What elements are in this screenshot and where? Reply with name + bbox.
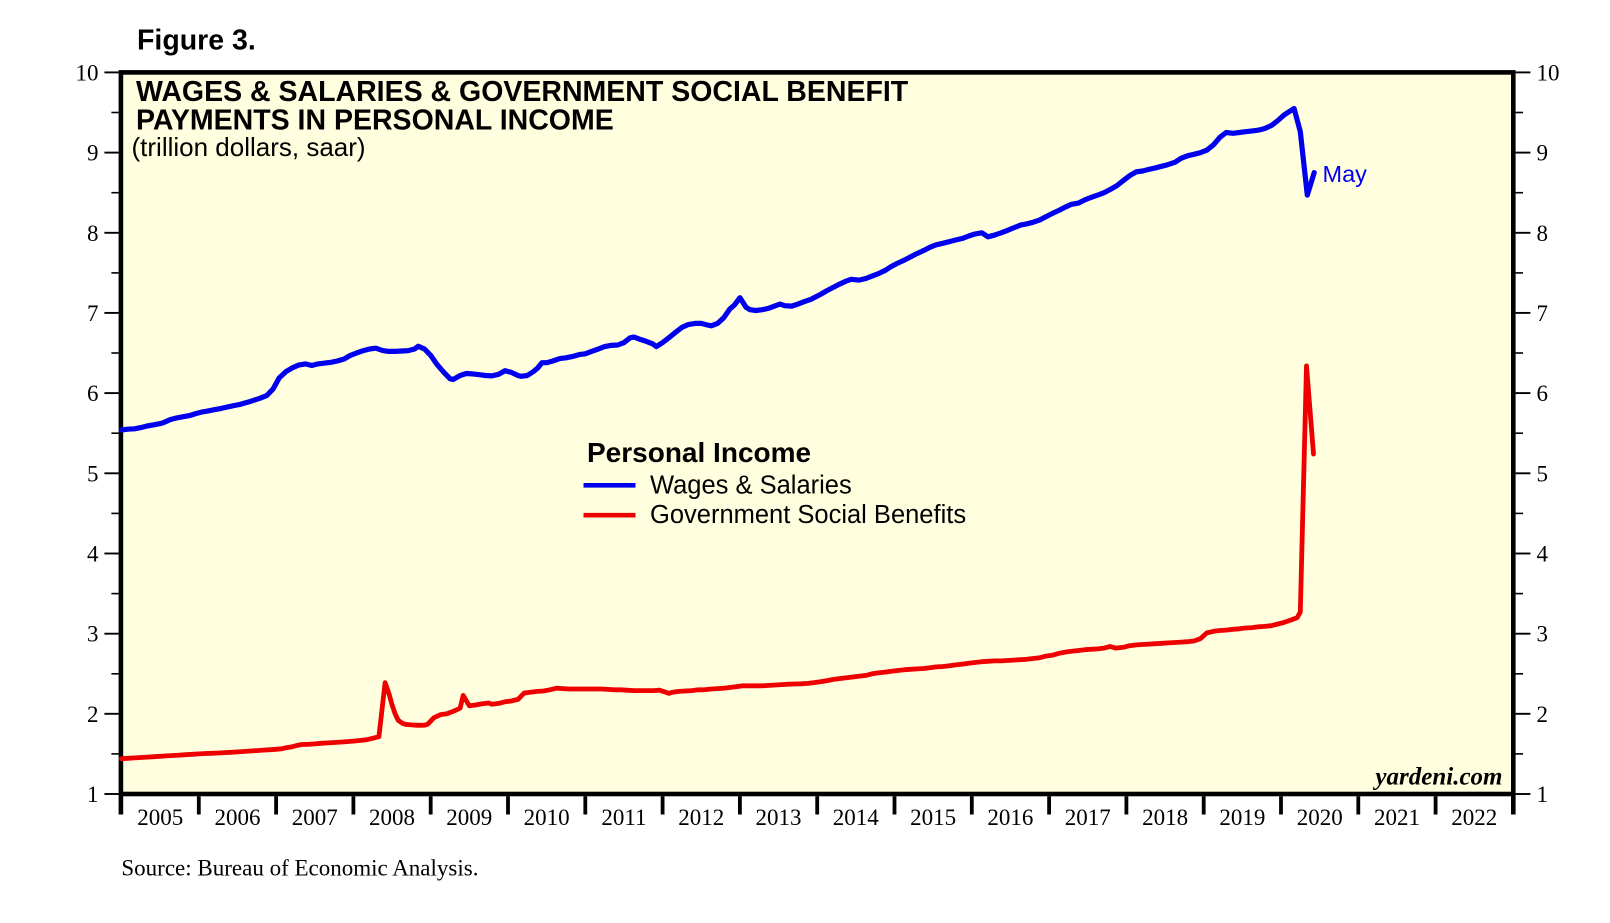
svg-text:2020: 2020 — [1297, 805, 1343, 830]
svg-text:2005: 2005 — [137, 805, 183, 830]
svg-text:2013: 2013 — [756, 805, 802, 830]
svg-text:6: 6 — [87, 381, 99, 406]
svg-text:5: 5 — [87, 461, 99, 486]
svg-text:2010: 2010 — [524, 805, 570, 830]
svg-text:2012: 2012 — [678, 805, 724, 830]
svg-text:2022: 2022 — [1451, 805, 1497, 830]
svg-text:2014: 2014 — [833, 805, 880, 830]
svg-text:2007: 2007 — [292, 805, 338, 830]
svg-text:WAGES & SALARIES & GOVERNMENT: WAGES & SALARIES & GOVERNMENT SOCIAL BEN… — [136, 76, 909, 108]
svg-text:5: 5 — [1537, 461, 1549, 486]
svg-text:Source: Bureau of Economic Ana: Source: Bureau of Economic Analysis. — [121, 856, 478, 881]
svg-text:2017: 2017 — [1065, 805, 1111, 830]
svg-text:2: 2 — [1537, 702, 1549, 727]
svg-text:7: 7 — [1537, 301, 1549, 326]
svg-text:PAYMENTS IN PERSONAL INCOME: PAYMENTS IN PERSONAL INCOME — [136, 105, 614, 137]
svg-text:9: 9 — [87, 141, 99, 166]
svg-text:2011: 2011 — [601, 805, 646, 830]
svg-text:2019: 2019 — [1219, 805, 1265, 830]
svg-text:2008: 2008 — [369, 805, 415, 830]
svg-text:10: 10 — [76, 60, 99, 85]
svg-text:7: 7 — [87, 301, 99, 326]
svg-text:2015: 2015 — [910, 805, 956, 830]
svg-text:6: 6 — [1537, 381, 1549, 406]
svg-text:4: 4 — [1537, 542, 1549, 567]
svg-text:2021: 2021 — [1374, 805, 1420, 830]
svg-text:2006: 2006 — [215, 805, 261, 830]
svg-text:Wages & Salaries: Wages & Salaries — [650, 471, 852, 499]
svg-text:(trillion dollars, saar): (trillion dollars, saar) — [132, 132, 366, 162]
svg-text:yardeni.com: yardeni.com — [1372, 763, 1502, 790]
svg-text:3: 3 — [87, 622, 99, 647]
svg-text:2: 2 — [87, 702, 99, 727]
svg-text:2009: 2009 — [446, 805, 492, 830]
svg-text:Government Social Benefits: Government Social Benefits — [650, 501, 966, 529]
svg-text:Figure 3.: Figure 3. — [137, 25, 256, 57]
svg-text:3: 3 — [1537, 622, 1549, 647]
svg-text:2016: 2016 — [987, 805, 1033, 830]
svg-text:10: 10 — [1537, 60, 1560, 85]
svg-text:4: 4 — [87, 542, 99, 567]
svg-text:8: 8 — [87, 221, 99, 246]
svg-text:Personal Income: Personal Income — [587, 437, 811, 468]
svg-text:2018: 2018 — [1142, 805, 1188, 830]
svg-text:May: May — [1323, 161, 1368, 187]
svg-text:1: 1 — [87, 782, 99, 807]
svg-text:9: 9 — [1537, 141, 1549, 166]
svg-text:1: 1 — [1537, 782, 1549, 807]
svg-text:8: 8 — [1537, 221, 1549, 246]
